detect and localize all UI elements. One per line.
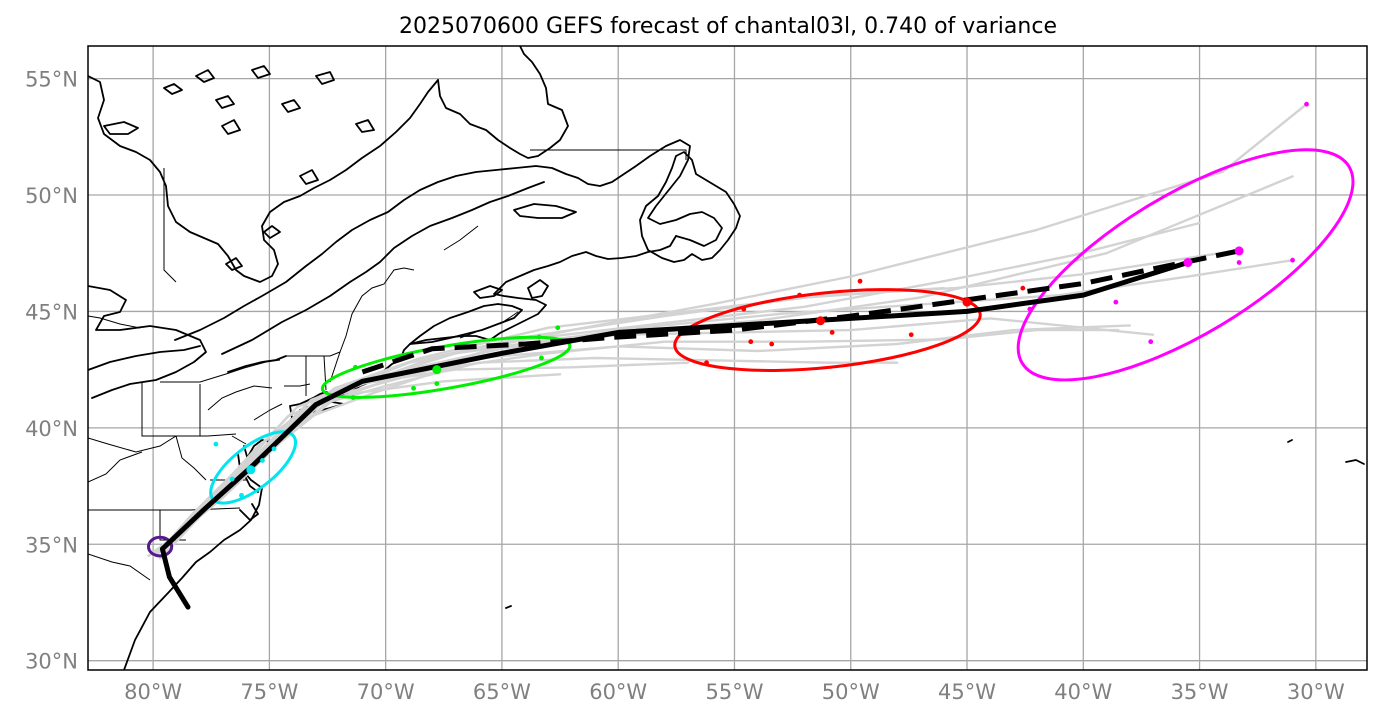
member-track-9 (151, 373, 562, 558)
member-track-6 (163, 259, 1294, 548)
forecast-point-30 (1113, 299, 1119, 305)
us-canada-border (88, 267, 415, 383)
x-tick-label: 80°W (124, 680, 182, 704)
pamlico-sound (239, 503, 259, 521)
forecast-point-11 (353, 364, 358, 370)
member-track-3 (165, 328, 1120, 553)
forecast-point-16 (797, 292, 802, 298)
x-tick-label: 50°W (822, 680, 880, 704)
x-tick-label: 60°W (589, 680, 647, 704)
forecast-point-23 (962, 297, 972, 307)
forecast-point-20 (829, 329, 835, 335)
forecast-point-24 (1020, 285, 1026, 291)
y-tick-label: 50°N (25, 184, 78, 208)
x-tick-label: 65°W (473, 680, 531, 704)
forecast-point-19 (769, 341, 775, 347)
member-track-2 (158, 175, 1294, 551)
member-track-8 (168, 249, 1236, 544)
forecast-point-2 (229, 476, 235, 482)
longitude-tick-labels: 80°W 75°W 70°W 65°W 60°W 55°W 50°W 45°W 40°W 35°W… (124, 680, 1345, 704)
lake-ellipse-north (103, 121, 139, 135)
x-tick-label: 30°W (1287, 680, 1345, 704)
newfoundland-coast (639, 151, 741, 263)
ensemble-mean-track (159, 260, 1191, 610)
x-tick-label: 70°W (357, 680, 415, 704)
forecast-point-18 (748, 339, 754, 345)
forecast-point-12 (434, 381, 440, 387)
forecast-point-8 (555, 325, 561, 331)
pei-cape-breton (473, 279, 549, 299)
azores-islands (1287, 439, 1365, 465)
y-tick-label: 35°N (25, 533, 78, 557)
forecast-point-27 (1304, 101, 1309, 107)
canada-province-borders (163, 149, 687, 339)
x-tick-label: 35°W (1171, 680, 1229, 704)
forecast-point-26 (1234, 246, 1244, 256)
forecast-point-28 (1290, 257, 1295, 263)
anticosti-island (513, 203, 577, 219)
x-tick-label: 75°W (240, 680, 298, 704)
forecast-point-31 (1148, 339, 1154, 345)
latitude-tick-labels: 55°N 50°N 45°N 40°N 35°N 30°N (25, 68, 78, 674)
uncertainty-ellipse-3 (673, 288, 982, 372)
hudson-bay-shoreline (88, 75, 439, 283)
forecast-point-0 (246, 465, 256, 475)
member-track-0 (156, 221, 1201, 555)
forecast-point-29 (1236, 260, 1242, 265)
great-lakes-shoreline (88, 285, 287, 399)
uncertainty-ellipse-4 (1016, 148, 1355, 382)
x-tick-label: 40°W (1054, 680, 1112, 704)
forecast-point-6 (432, 365, 442, 375)
forecast-point-9 (539, 355, 544, 361)
forecast-point-14 (816, 316, 826, 326)
forecast-point-7 (536, 334, 542, 340)
y-tick-label: 45°N (25, 300, 78, 324)
forecast-point-32 (1027, 306, 1033, 312)
dashed-forecast-track (361, 248, 1240, 375)
coastlines (88, 46, 1365, 670)
chart-title: 2025070600 GEFS forecast of chantal03l, … (399, 14, 1057, 39)
forecast-point-21 (908, 332, 914, 338)
saint-lawrence-north-shore (174, 139, 723, 341)
small-islands-scattered (163, 65, 375, 271)
forecast-point-5 (239, 492, 244, 498)
forecast-point-3 (271, 446, 277, 452)
forecast-point-1 (213, 441, 219, 447)
forecast-point-25 (1183, 258, 1193, 268)
y-tick-label: 55°N (25, 68, 78, 92)
forecast-point-10 (411, 385, 416, 391)
forecast-point-15 (857, 278, 863, 284)
x-tick-label: 55°W (705, 680, 763, 704)
map-frame (87, 45, 1368, 671)
forecast-point-22 (704, 360, 709, 366)
forecast-point-17 (741, 306, 747, 312)
forecast-point-4 (260, 458, 265, 463)
north-america-atlantic-coastline (123, 235, 677, 670)
forecast-point-13 (350, 395, 356, 400)
map-area (88, 46, 1367, 670)
forecast-position-points (213, 101, 1309, 498)
y-tick-label: 40°N (25, 417, 78, 441)
saint-lawrence-south-shore (221, 181, 545, 355)
labrador-peninsula-coast (437, 46, 569, 159)
political-borders (88, 149, 687, 581)
y-tick-label: 30°N (25, 650, 78, 674)
member-track-10 (156, 317, 1155, 555)
nova-scotia-peninsula (409, 303, 523, 345)
x-tick-label: 45°W (938, 680, 996, 704)
sable-island (505, 605, 512, 609)
uncertainty-ellipse-0 (146, 535, 174, 558)
